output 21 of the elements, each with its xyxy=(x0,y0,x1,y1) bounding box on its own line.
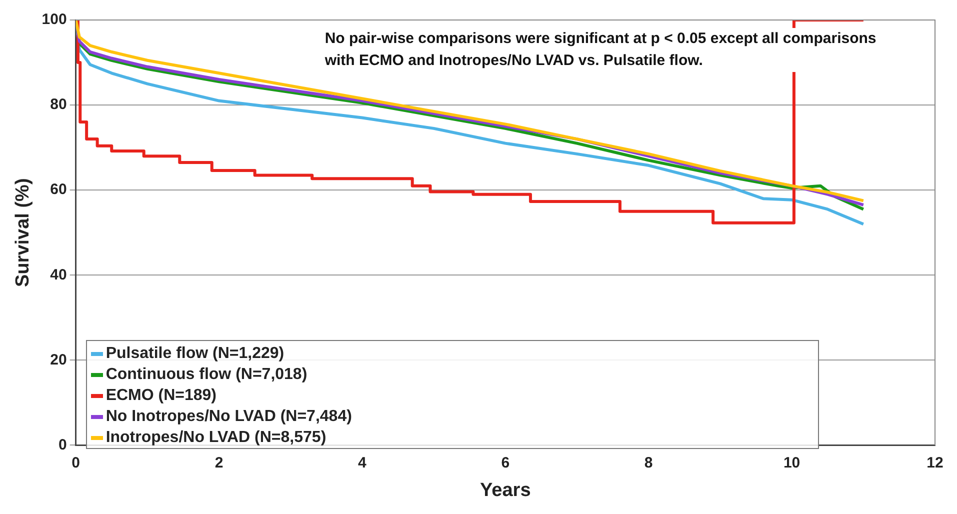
annotation: No pair-wise comparisons were significant at p < 0.05 except all comparisons with ECMO and Inotropes/No LVAD vs. Pulsatile flow. xyxy=(320,28,889,72)
x-tick-label: 0 xyxy=(72,454,80,472)
x-tick-label: 6 xyxy=(501,454,510,472)
x-axis-title: Years xyxy=(480,480,531,501)
x-tick-label: 12 xyxy=(926,454,944,472)
legend-label: ECMO (N=189) xyxy=(106,386,217,406)
legend-label: Inotropes/No LVAD (N=8,575) xyxy=(106,428,326,448)
legend-label: Continuous flow (N=7,018) xyxy=(106,365,308,386)
x-tick-label: 2 xyxy=(214,454,224,472)
y-axis-title: Survival (%) xyxy=(12,178,34,287)
legend-label: No Inotropes/No LVAD (N=7,484) xyxy=(106,407,352,428)
y-tick-label: 20 xyxy=(50,351,67,368)
x-tick-label: 8 xyxy=(644,454,653,472)
y-tick-label: 40 xyxy=(50,266,67,284)
y-tick-label: 60 xyxy=(50,181,67,198)
x-tick-label: 4 xyxy=(358,454,368,472)
y-tick-label: 80 xyxy=(50,96,67,114)
x-tick-label: 10 xyxy=(783,454,800,472)
y-tick-label: 100 xyxy=(42,11,67,28)
y-tick-label: 0 xyxy=(58,436,67,454)
legend-label: Pulsatile flow (N=1,229) xyxy=(106,344,284,364)
